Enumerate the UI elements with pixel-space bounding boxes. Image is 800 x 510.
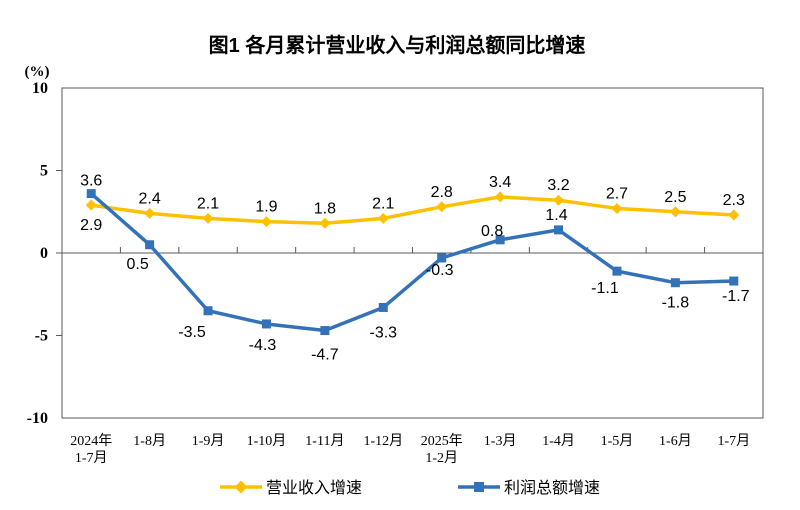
data-label: -1.7 (722, 288, 750, 305)
data-label: 3.4 (489, 174, 511, 191)
data-label: -1.8 (662, 295, 690, 312)
x-tick-label: 1-9月 (192, 433, 225, 449)
data-point-marker (377, 212, 389, 224)
data-label: -1.1 (591, 280, 619, 297)
x-tick-label: 1-7月 (717, 433, 750, 449)
data-label: 3.2 (547, 177, 569, 194)
data-label: -0.3 (426, 262, 454, 279)
data-point-marker (554, 225, 564, 235)
legend-square-marker-icon (474, 482, 484, 492)
data-label: -4.7 (311, 347, 339, 364)
data-label: 0.8 (481, 223, 503, 240)
y-tick-label: -10 (27, 410, 48, 427)
data-point-marker (320, 326, 330, 336)
y-tick-label: 0 (40, 245, 48, 262)
y-tick-label: 10 (32, 80, 48, 97)
data-label: -4.3 (249, 337, 277, 354)
data-point-marker (728, 209, 740, 221)
x-tick-label: 1-6月 (659, 433, 692, 449)
x-tick-label: 1-3月 (484, 433, 517, 449)
plot-area: 10 5 0 -5 -10 2024年 1-7月 1-8月 1-9月 1-10月 1-11月 1-12… (27, 80, 764, 466)
data-label: -3.3 (370, 324, 398, 341)
data-point-marker (612, 266, 622, 276)
legend-label-revenue: 营业收入增速 (266, 479, 362, 497)
legend: 营业收入增速 利润总额增速 (220, 479, 600, 497)
x-tick-label: 1-12月 (363, 433, 403, 449)
data-point-marker (261, 319, 271, 329)
data-point-marker (729, 276, 739, 286)
x-tick-label: 1-8月 (133, 433, 166, 449)
data-point-marker (145, 240, 155, 250)
y-tick-label: 5 (40, 163, 48, 180)
y-axis-unit-label: (%) (25, 64, 50, 80)
data-point-marker (202, 212, 214, 224)
x-tick-label: 1-4月 (542, 433, 575, 449)
data-label: 1.8 (314, 200, 336, 217)
data-label: 2.1 (372, 195, 394, 212)
data-point-marker (260, 216, 272, 228)
data-point-marker (436, 201, 448, 213)
data-label: 0.5 (127, 256, 149, 273)
data-point-marker (553, 194, 565, 206)
data-label: 2.3 (723, 192, 745, 209)
data-point-marker (670, 278, 680, 288)
data-label: -3.5 (178, 324, 206, 341)
data-point-marker (203, 306, 213, 316)
data-point-marker (144, 207, 156, 219)
x-tick-label: 1-11月 (305, 433, 344, 449)
data-point-marker (378, 302, 388, 312)
x-tick-label: 1-10月 (247, 433, 287, 449)
data-point-marker (669, 206, 681, 218)
data-point-marker (494, 191, 506, 203)
data-point-marker (611, 202, 623, 214)
legend-label-profit: 利润总额增速 (504, 479, 600, 497)
data-label: 2.4 (139, 190, 161, 207)
data-label: 2.8 (431, 184, 453, 201)
data-label: 2.9 (80, 217, 102, 234)
legend-diamond-marker-icon (234, 480, 248, 494)
data-label: 3.6 (80, 173, 102, 190)
data-label: 2.5 (664, 189, 686, 206)
data-point-marker (85, 199, 97, 211)
data-label: 2.1 (197, 195, 219, 212)
data-label: 1.4 (545, 207, 567, 224)
data-label: 2.7 (606, 185, 628, 202)
x-tick-label: 2025年 1-2月 (421, 433, 463, 466)
data-point-marker (495, 235, 505, 245)
x-tick-label: 2024年 1-7月 (70, 433, 112, 466)
profit-series-line (89, 191, 736, 333)
revenue-series-line (89, 195, 736, 226)
y-tick-label: -5 (35, 328, 48, 345)
data-point-marker (319, 217, 331, 229)
x-tick-label: 1-5月 (601, 433, 634, 449)
data-point-marker (437, 253, 447, 263)
data-point-marker (86, 189, 96, 199)
chart-title: 图1 各月累计营业收入与利润总额同比增速 (209, 33, 586, 57)
data-label: 1.9 (255, 199, 277, 216)
